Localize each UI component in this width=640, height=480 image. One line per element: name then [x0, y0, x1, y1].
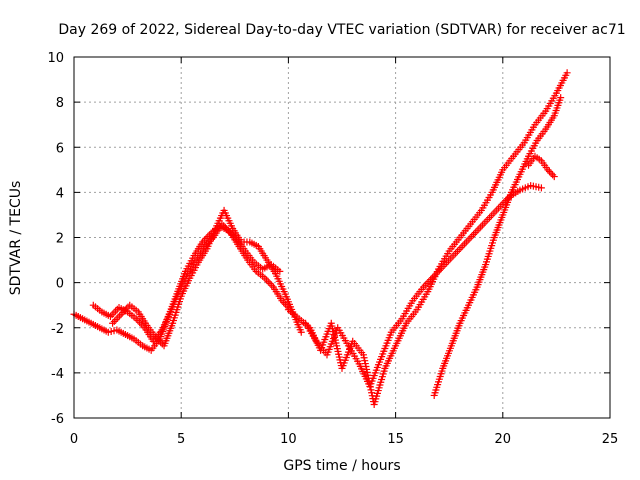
y-tick-label: 8: [56, 96, 64, 111]
data-point: [114, 314, 122, 322]
x-tick-label: 20: [495, 432, 512, 447]
y-tick-label: 0: [56, 277, 64, 292]
x-axis-label: GPS time / hours: [283, 458, 400, 474]
x-tick-label: 15: [387, 432, 404, 447]
series-track-3: [109, 206, 305, 350]
data-point: [264, 278, 272, 286]
x-tick-label: 10: [280, 432, 297, 447]
series-track-5: [302, 182, 545, 390]
y-axis-label: SDTVAR / TECUs: [8, 181, 24, 296]
series-track-6: [430, 94, 565, 399]
grid: [74, 57, 610, 418]
data-point: [297, 328, 305, 336]
x-tick-label: 5: [177, 432, 185, 447]
data-point: [563, 69, 571, 77]
y-tick-label: 10: [47, 51, 64, 66]
y-tick-label: -6: [51, 412, 64, 427]
x-tick-label: 25: [602, 432, 619, 447]
data-point: [549, 171, 557, 179]
data-point: [110, 317, 118, 325]
data-point: [109, 319, 117, 327]
data-point: [544, 166, 552, 174]
y-tick-label: 6: [56, 141, 64, 156]
y-tick-label: -2: [51, 322, 64, 337]
data-point: [550, 173, 558, 181]
data-point: [537, 184, 545, 192]
series-track-7: [525, 152, 558, 181]
data-point: [113, 305, 121, 313]
data-markers: [70, 69, 571, 408]
data-point: [557, 94, 565, 102]
data-point: [545, 168, 553, 176]
y-tick-label: 4: [56, 186, 64, 201]
data-point: [108, 311, 116, 319]
x-tick-label: 0: [70, 432, 78, 447]
tick-labels: 0 5 10 15 20 25 -6 -4 -2 0 2 4 6 8 10: [47, 51, 618, 447]
y-tick-label: 2: [56, 232, 64, 247]
data-point: [547, 169, 555, 177]
data-point: [115, 312, 123, 320]
chart-title: Day 269 of 2022, Sidereal Day-to-day VTE…: [58, 22, 625, 38]
data-point: [134, 317, 142, 325]
plot-frame: [73, 56, 611, 419]
y-tick-label: -4: [51, 367, 64, 382]
series-track-4: [284, 69, 571, 408]
data-point: [112, 316, 120, 324]
data-point: [266, 280, 274, 288]
